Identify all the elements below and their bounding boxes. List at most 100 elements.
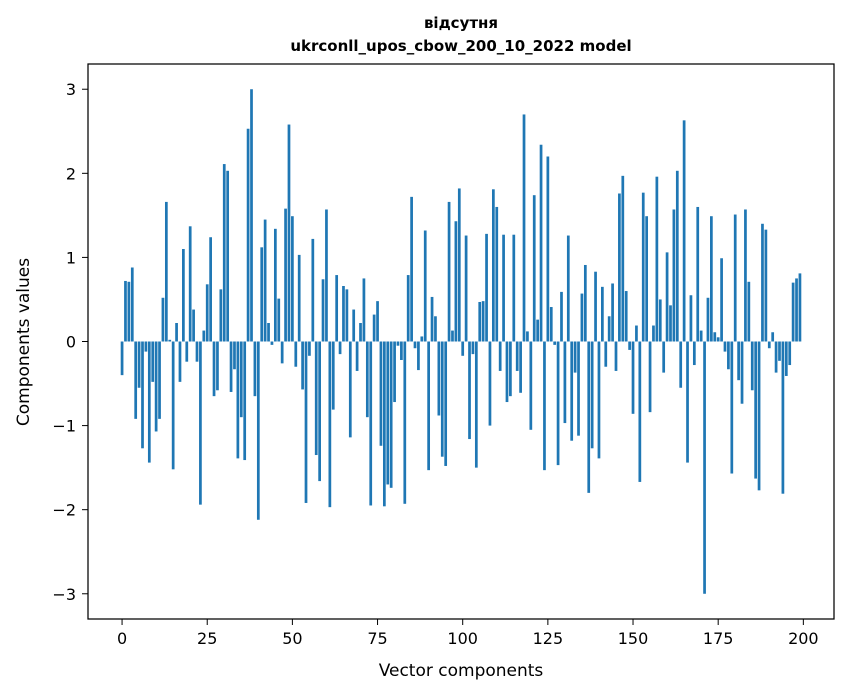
bar — [679, 341, 683, 388]
bar — [376, 301, 379, 342]
bar — [526, 331, 529, 342]
bar — [727, 341, 730, 370]
bar — [124, 280, 127, 342]
bar — [703, 341, 706, 594]
bar — [495, 206, 499, 342]
bar — [147, 341, 151, 463]
bar — [284, 208, 287, 342]
bar — [686, 341, 689, 463]
bar — [621, 175, 625, 342]
bar — [655, 176, 659, 342]
bar — [604, 341, 608, 367]
bar — [437, 341, 441, 416]
bar — [400, 341, 403, 360]
bar — [219, 289, 223, 342]
bar — [352, 309, 356, 342]
x-tick-label: 0 — [117, 629, 127, 648]
bar — [737, 341, 740, 381]
y-tick-label: 3 — [66, 80, 76, 99]
bar — [597, 341, 601, 459]
bar — [287, 124, 291, 342]
bar — [345, 289, 349, 342]
bar — [178, 341, 182, 382]
bar — [662, 341, 666, 373]
y-tick-label: 1 — [66, 248, 76, 267]
bar — [607, 316, 611, 342]
x-axis-label: Vector components — [379, 661, 544, 681]
bar — [461, 341, 465, 356]
bar — [379, 341, 383, 446]
bar — [130, 267, 134, 342]
bar — [556, 341, 560, 466]
bar — [246, 128, 250, 342]
bar — [509, 341, 512, 397]
bar — [382, 341, 386, 507]
bar — [590, 341, 594, 449]
bar — [342, 286, 345, 342]
bar — [175, 323, 178, 342]
bar — [522, 114, 526, 342]
bar — [577, 341, 580, 436]
bar — [267, 323, 270, 342]
bar — [308, 341, 311, 356]
bar — [573, 341, 577, 373]
bar — [798, 273, 802, 342]
bar — [318, 341, 321, 482]
bar — [624, 291, 628, 342]
bar — [601, 286, 604, 342]
bar — [468, 341, 471, 440]
bar — [151, 341, 155, 382]
bar — [614, 341, 618, 371]
bar — [675, 170, 679, 342]
bar — [202, 330, 206, 342]
bar — [294, 341, 298, 367]
bar — [270, 341, 274, 345]
bar — [539, 144, 543, 342]
bar — [682, 120, 686, 342]
bar — [699, 330, 703, 342]
bar — [474, 341, 478, 468]
bar — [212, 341, 216, 397]
bar — [311, 238, 315, 342]
bar — [256, 341, 260, 520]
bar — [689, 295, 693, 342]
bar — [652, 325, 655, 342]
x-tick-label: 50 — [282, 629, 302, 648]
bar — [137, 341, 141, 388]
bar — [795, 278, 798, 342]
x-axis-ticks: 0 25 50 75 100 125 150 175 200 — [117, 619, 819, 648]
y-tick-label: −1 — [52, 417, 76, 436]
bar — [355, 341, 359, 371]
bar — [638, 341, 642, 482]
bar — [502, 234, 505, 342]
bar — [485, 233, 488, 342]
bar — [369, 341, 373, 506]
bar — [471, 341, 475, 355]
bar — [120, 341, 124, 376]
bar — [723, 341, 727, 352]
bar — [440, 341, 444, 457]
bar — [764, 229, 768, 342]
bar — [205, 284, 209, 342]
bar — [403, 341, 407, 504]
bar — [161, 297, 165, 342]
bar — [635, 325, 638, 342]
bar — [744, 209, 747, 342]
bar — [498, 341, 502, 371]
bar — [393, 341, 396, 403]
bar — [406, 275, 410, 342]
bar — [641, 192, 645, 342]
bar — [665, 252, 669, 342]
bar — [362, 278, 366, 342]
bar — [740, 341, 744, 404]
bar — [222, 164, 226, 342]
bar — [628, 341, 631, 350]
bar — [454, 221, 458, 342]
x-tick-label: 100 — [447, 629, 478, 648]
bar — [263, 219, 267, 342]
bar — [478, 301, 482, 342]
bar — [301, 341, 304, 390]
bar — [536, 319, 540, 342]
bar — [631, 341, 635, 414]
